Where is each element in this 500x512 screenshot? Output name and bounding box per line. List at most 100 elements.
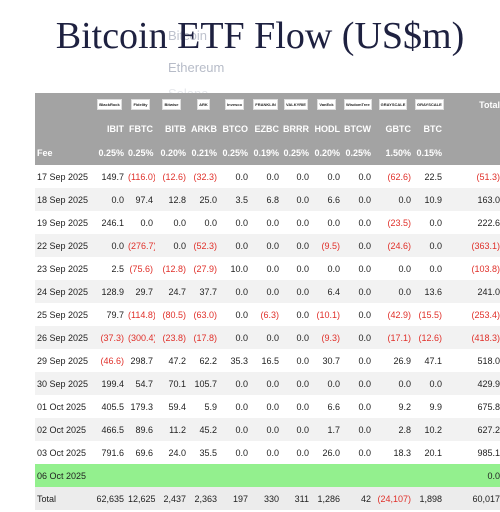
flow-value: 0.0 bbox=[266, 401, 279, 412]
flow-value: (37.3) bbox=[93, 326, 126, 349]
flow-value: 30.7 bbox=[322, 355, 340, 366]
flow-value: (114.8) bbox=[128, 309, 155, 320]
flow-value: 79.7 bbox=[106, 309, 124, 320]
issuer-cell: ARK bbox=[188, 93, 219, 117]
flow-value: 627.2 bbox=[444, 418, 500, 441]
flow-value: 0.0 bbox=[281, 280, 311, 303]
flow-value: 0.0 bbox=[358, 355, 371, 366]
flow-value: 35.3 bbox=[230, 355, 248, 366]
flow-value: 24.0 bbox=[168, 447, 186, 458]
day-row: 23 Sep 2025 2.5 (75.6) (12.8) (27.9) 10.0 0.0 0… bbox=[35, 257, 500, 280]
day-row: 22 Sep 2025 0.0 (276.7) 0.0 (52.3) 0.0 0.0 0.0(… bbox=[35, 234, 500, 257]
flow-value: 128.9 bbox=[93, 280, 126, 303]
flow-value: 179.3 bbox=[130, 401, 153, 412]
flow-value: 26.9 bbox=[393, 355, 411, 366]
ticker: EZBC bbox=[250, 117, 281, 141]
flow-value: 24.7 bbox=[155, 280, 188, 303]
flow-value: 70.1 bbox=[155, 372, 188, 395]
flow-value: 0.0 bbox=[327, 171, 340, 182]
page-title: Bitcoin ETF Flow (US$m) bbox=[55, 15, 465, 57]
flow-value: 0.0 bbox=[296, 309, 309, 320]
flow-value bbox=[373, 464, 413, 487]
etf-flow-table: BlackRock Fidelity Bitwise ARK Invesco FRANKL… bbox=[35, 93, 500, 510]
fee: 1.50% bbox=[373, 141, 413, 165]
issuer-logo: Fidelity bbox=[131, 98, 150, 110]
fee-row: Fee 0.25% 0.25% 0.20% 0.21% 0.25% 0.19% 0.25% 0.… bbox=[35, 141, 500, 165]
flow-value: 0.0 bbox=[281, 234, 311, 257]
flow-value: 0.0 bbox=[235, 447, 248, 458]
flow-value: (52.3) bbox=[188, 234, 219, 257]
flow-value: 0.0 bbox=[296, 263, 309, 274]
flow-value: 0.0 bbox=[296, 401, 309, 412]
flow-value: 6.6 bbox=[327, 401, 340, 412]
flow-value: 0.0 bbox=[413, 234, 444, 257]
flow-value: 0.0 bbox=[250, 418, 281, 441]
flow-value: 0.0 bbox=[358, 309, 371, 320]
flow-value: 62.2 bbox=[199, 355, 217, 366]
flow-value: 0.0 bbox=[235, 401, 248, 412]
flow-value: 0.0 bbox=[373, 372, 413, 395]
flow-value: 0.0 bbox=[281, 418, 311, 441]
flow-value: 163.0 bbox=[444, 188, 500, 211]
flow-value: 311 bbox=[281, 487, 311, 510]
fee: 0.19% bbox=[250, 141, 281, 165]
flow-value: 16.5 bbox=[261, 355, 279, 366]
issuer-cell: Fidelity bbox=[126, 93, 155, 117]
flow-value: 518.0 bbox=[477, 355, 500, 366]
flow-value: 0.0 bbox=[398, 263, 411, 274]
flow-value bbox=[126, 464, 155, 487]
blank-cell bbox=[35, 93, 93, 117]
flow-value: 60,017 bbox=[444, 487, 500, 510]
day-row: 30 Sep 2025 199.4 54.7 70.1 105.7 0.0 0.0 0.0 0.… bbox=[35, 372, 500, 395]
flow-value: (42.9) bbox=[387, 309, 411, 320]
ticker: BTC bbox=[413, 117, 444, 141]
flow-value: 1,898 bbox=[413, 487, 444, 510]
flow-value: 10.0 bbox=[230, 263, 248, 274]
flow-value: 20.1 bbox=[424, 447, 442, 458]
issuer-logo: Bitwise bbox=[162, 98, 181, 110]
day-row: 29 Sep 2025 (46.6) 298.7 47.2 62.2 35.3 16.5 0.… bbox=[35, 349, 500, 372]
date: 23 Sep 2025 bbox=[37, 263, 89, 274]
flow-value: 10.2 bbox=[413, 418, 444, 441]
day-row: 02 Oct 2025 466.5 89.6 11.2 45.2 0.0 0.0 0.0 1.7… bbox=[35, 418, 500, 441]
flow-value: (12.8) bbox=[162, 263, 186, 274]
flow-value: 12,625 bbox=[126, 487, 155, 510]
flow-value: (103.8) bbox=[471, 263, 500, 274]
date: 01 Oct 2025 bbox=[37, 401, 87, 412]
flow-value: (12.6) bbox=[162, 171, 186, 182]
flow-value: 0.0 bbox=[342, 188, 373, 211]
flow-value bbox=[219, 464, 250, 487]
flow-value: 0.0 bbox=[250, 280, 281, 303]
date: 02 Oct 2025 bbox=[35, 418, 93, 441]
issuer-row: BlackRock Fidelity Bitwise ARK Invesco FRANKL… bbox=[35, 93, 500, 117]
ticker: BRRR bbox=[281, 117, 311, 141]
issuer-logo: VALKYRIE bbox=[284, 98, 308, 110]
flow-value: 0.0 bbox=[413, 372, 444, 395]
flow-value: 675.8 bbox=[477, 401, 500, 412]
flow-value: (63.0) bbox=[193, 309, 217, 320]
flow-value: 0.0 bbox=[311, 372, 342, 395]
issuer-logo: VanEck bbox=[317, 98, 336, 110]
flow-value: 0.0 bbox=[358, 217, 371, 228]
flow-value: (24.6) bbox=[373, 234, 413, 257]
menu-item[interactable]: Ethereum bbox=[168, 60, 225, 75]
flow-value: (9.3) bbox=[311, 326, 342, 349]
flow-value: (17.8) bbox=[188, 326, 219, 349]
date: 30 Sep 2025 bbox=[35, 372, 93, 395]
flow-value: (9.5) bbox=[311, 234, 342, 257]
flow-value: 2,437 bbox=[155, 487, 188, 510]
day-row: 19 Sep 2025 246.1 0.0 0.0 0.0 0.0 0.0 0.0 0.0 0.0… bbox=[35, 211, 500, 234]
flow-value: 18.3 bbox=[393, 447, 411, 458]
flow-value: 0.0 bbox=[266, 217, 279, 228]
flow-value: 429.9 bbox=[444, 372, 500, 395]
ticker: BTCO bbox=[219, 117, 250, 141]
flow-value: 0.0 bbox=[296, 355, 309, 366]
issuer-logo: GRAYSCALE bbox=[415, 98, 444, 110]
flow-value: 0.0 bbox=[235, 309, 248, 320]
flow-value: 47.1 bbox=[424, 355, 442, 366]
flow-value: (363.1) bbox=[444, 234, 500, 257]
flow-value: 222.6 bbox=[477, 217, 500, 228]
flow-value bbox=[311, 464, 342, 487]
flow-value: 0.0 bbox=[373, 188, 413, 211]
flow-value: 5.9 bbox=[204, 401, 217, 412]
